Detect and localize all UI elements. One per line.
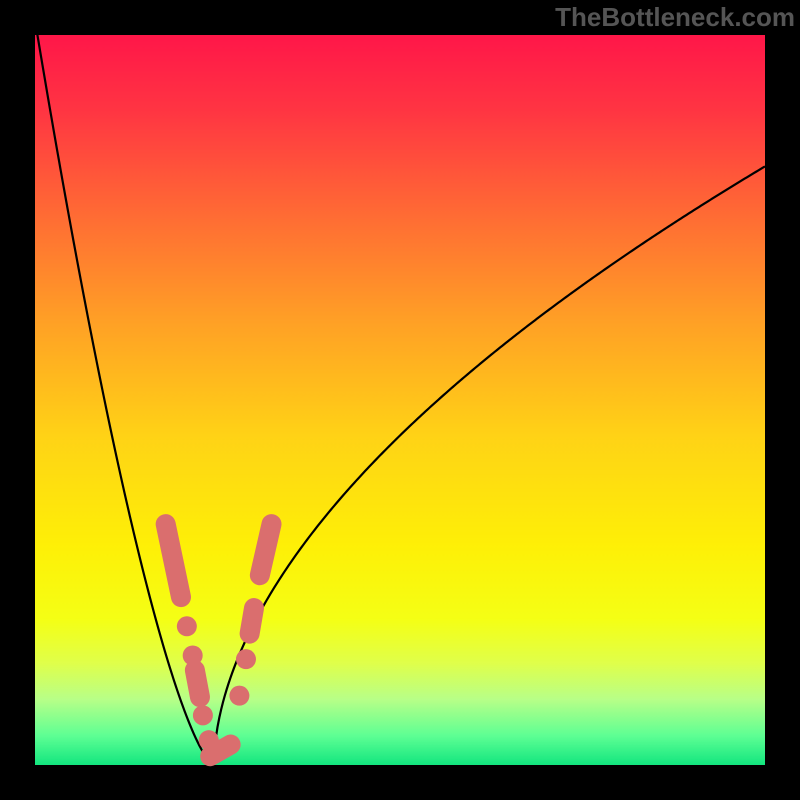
bottleneck-curve bbox=[35, 20, 765, 765]
curve-marker-segment bbox=[260, 524, 272, 575]
chart-stage: TheBottleneck.com bbox=[0, 0, 800, 800]
curve-marker bbox=[229, 686, 249, 706]
curve-layer bbox=[35, 35, 765, 765]
curve-marker bbox=[177, 616, 197, 636]
curve-marker-segment bbox=[210, 745, 230, 757]
curve-marker bbox=[193, 705, 213, 725]
curve-marker-segment bbox=[250, 608, 254, 634]
curve-marker-segment bbox=[166, 524, 181, 597]
curve-marker bbox=[236, 649, 256, 669]
plot-area bbox=[35, 35, 765, 765]
watermark-text: TheBottleneck.com bbox=[555, 2, 795, 33]
curve-marker-segment bbox=[195, 670, 200, 697]
